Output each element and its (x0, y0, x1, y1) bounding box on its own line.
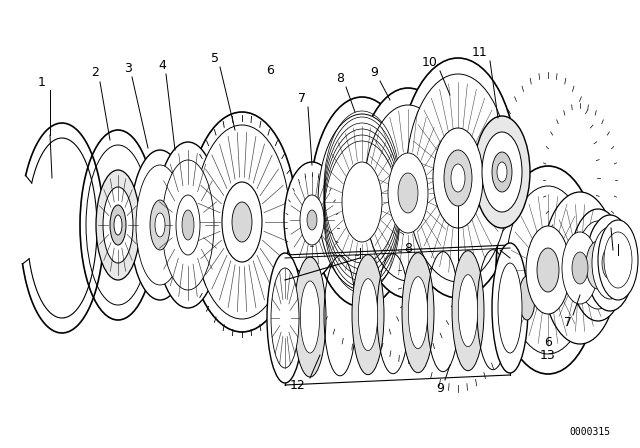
Ellipse shape (300, 281, 319, 353)
Ellipse shape (232, 202, 252, 242)
Ellipse shape (96, 170, 140, 280)
Ellipse shape (398, 58, 518, 298)
Text: 9: 9 (436, 382, 444, 395)
Ellipse shape (358, 279, 378, 351)
Ellipse shape (542, 192, 618, 344)
Ellipse shape (398, 173, 418, 213)
Ellipse shape (182, 210, 194, 240)
Ellipse shape (519, 276, 535, 320)
Ellipse shape (506, 186, 590, 354)
Ellipse shape (294, 257, 326, 377)
Ellipse shape (364, 105, 452, 281)
Text: 5: 5 (211, 52, 219, 65)
Text: 11: 11 (472, 46, 488, 59)
Ellipse shape (267, 253, 303, 383)
Text: 10: 10 (422, 56, 438, 69)
Ellipse shape (474, 116, 530, 228)
Ellipse shape (110, 205, 126, 245)
Ellipse shape (452, 251, 484, 370)
Ellipse shape (310, 97, 414, 307)
Ellipse shape (602, 247, 618, 279)
Ellipse shape (150, 200, 170, 250)
Ellipse shape (300, 195, 324, 245)
Ellipse shape (114, 215, 122, 235)
Ellipse shape (86, 145, 150, 305)
Ellipse shape (526, 226, 570, 314)
Ellipse shape (592, 227, 628, 299)
Ellipse shape (356, 88, 460, 298)
Ellipse shape (342, 162, 382, 242)
Ellipse shape (155, 142, 221, 308)
Text: 4: 4 (158, 59, 166, 72)
Text: 13: 13 (540, 349, 556, 362)
Text: 6: 6 (544, 336, 552, 349)
Text: 0000315: 0000315 (570, 427, 611, 437)
Text: 6: 6 (266, 64, 274, 77)
Ellipse shape (604, 232, 632, 288)
Text: 7: 7 (298, 91, 306, 104)
Ellipse shape (352, 254, 384, 375)
Ellipse shape (155, 213, 165, 237)
Ellipse shape (284, 162, 340, 278)
Ellipse shape (402, 253, 434, 373)
Ellipse shape (194, 125, 290, 319)
Ellipse shape (136, 165, 184, 285)
Ellipse shape (433, 128, 483, 228)
Ellipse shape (586, 215, 634, 311)
Ellipse shape (130, 150, 190, 300)
Ellipse shape (496, 166, 600, 374)
Ellipse shape (458, 275, 477, 347)
Text: 3: 3 (124, 61, 132, 74)
Ellipse shape (451, 164, 465, 192)
Text: 8: 8 (336, 72, 344, 85)
Text: 4: 4 (611, 232, 619, 245)
Ellipse shape (388, 153, 428, 233)
Ellipse shape (570, 209, 626, 321)
Text: 3: 3 (604, 215, 612, 228)
Ellipse shape (598, 220, 638, 300)
Ellipse shape (586, 241, 610, 289)
Ellipse shape (482, 132, 522, 212)
Ellipse shape (444, 150, 472, 206)
Ellipse shape (406, 74, 510, 282)
Ellipse shape (572, 252, 588, 284)
Text: 12: 12 (290, 379, 306, 392)
Ellipse shape (103, 187, 133, 263)
Ellipse shape (497, 162, 507, 182)
Ellipse shape (492, 152, 512, 192)
Text: 2: 2 (91, 65, 99, 78)
Ellipse shape (80, 130, 156, 320)
Ellipse shape (408, 277, 428, 349)
Ellipse shape (176, 195, 200, 255)
Ellipse shape (576, 221, 620, 309)
Ellipse shape (562, 232, 598, 304)
Text: 8: 8 (404, 241, 412, 254)
Ellipse shape (498, 263, 522, 353)
Ellipse shape (318, 114, 406, 290)
Ellipse shape (492, 243, 528, 373)
Ellipse shape (307, 210, 317, 230)
Text: 7: 7 (564, 315, 572, 328)
Ellipse shape (222, 182, 262, 262)
Ellipse shape (187, 112, 297, 332)
Text: 1: 1 (38, 76, 46, 89)
Text: 9: 9 (370, 65, 378, 78)
Ellipse shape (162, 160, 214, 290)
Ellipse shape (537, 248, 559, 292)
Ellipse shape (271, 268, 299, 368)
